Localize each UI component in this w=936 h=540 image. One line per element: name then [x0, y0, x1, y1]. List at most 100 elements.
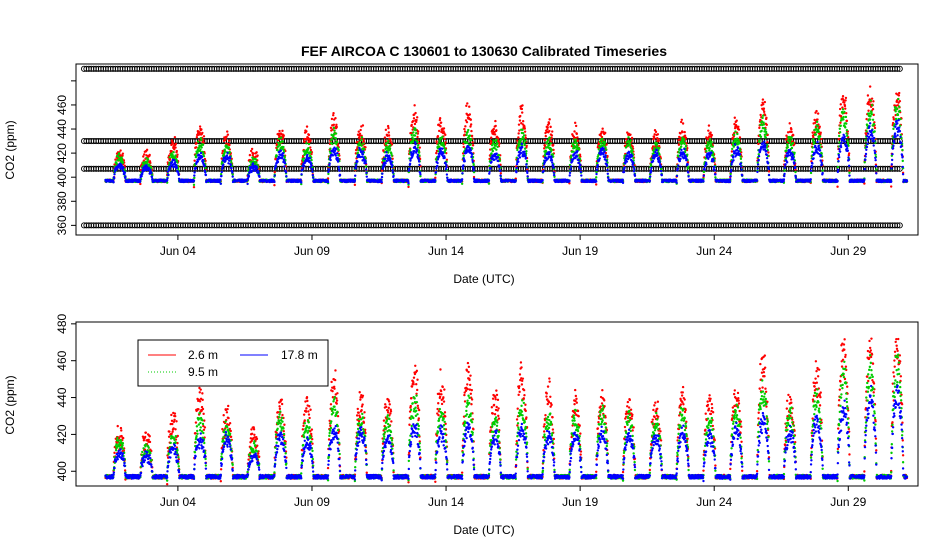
co2-point	[844, 107, 847, 110]
co2-point	[499, 172, 503, 175]
co2-point	[273, 170, 276, 174]
co2-point	[733, 116, 736, 119]
co2-point	[898, 99, 902, 103]
co2-point	[174, 154, 177, 157]
co2-point	[630, 136, 634, 140]
co2-point	[550, 134, 554, 137]
co2-point	[410, 123, 413, 127]
co2-point	[248, 153, 252, 157]
co2-point	[196, 140, 200, 143]
co2-point	[444, 148, 447, 152]
co2-point	[335, 125, 338, 129]
co2-point	[416, 144, 420, 147]
co2-point	[332, 123, 336, 126]
co2-point	[384, 139, 387, 143]
co2-point	[757, 142, 760, 146]
co2-point	[176, 161, 179, 164]
co2-point	[307, 142, 311, 146]
co2-point	[735, 119, 738, 122]
co2-point	[521, 111, 524, 114]
co2-point	[225, 135, 228, 138]
co2-point	[544, 134, 548, 138]
co2-point	[762, 110, 766, 114]
co2-point	[469, 123, 473, 126]
co2-point	[790, 130, 793, 134]
top-plot-frame	[75, 63, 919, 236]
co2-point	[843, 104, 847, 108]
co2-point	[201, 143, 205, 147]
co2-point	[142, 155, 145, 158]
co2-point	[387, 131, 390, 134]
co2-point	[330, 137, 334, 141]
co2-point	[305, 125, 309, 128]
co2-point	[465, 104, 468, 108]
co2-point	[471, 141, 474, 144]
co2-point	[415, 118, 418, 122]
co2-point	[552, 143, 555, 147]
top-panel: FEF AIRCOA C 130601 to 130630 Calibrated…	[3, 43, 919, 286]
co2-point	[171, 141, 175, 145]
co2-point	[332, 111, 335, 115]
co2-point	[335, 140, 339, 144]
co2-point	[551, 130, 554, 133]
co2-point	[362, 139, 366, 143]
co2-point	[282, 145, 285, 149]
co2-point	[845, 119, 849, 123]
co2-point	[761, 98, 765, 101]
co2-point	[357, 130, 360, 133]
co2-point	[683, 130, 686, 134]
co2-point	[460, 182, 464, 185]
co2-point	[841, 94, 845, 98]
top-data-points	[104, 85, 909, 189]
co2-point	[836, 185, 839, 188]
calibration-point	[894, 165, 901, 172]
co2-point	[282, 149, 286, 152]
co2-point	[469, 125, 472, 128]
co2-point	[193, 176, 196, 180]
co2-point	[307, 133, 311, 137]
co2-point	[523, 127, 526, 130]
co2-point	[866, 94, 870, 97]
co2-point	[521, 120, 525, 123]
co2-point	[464, 125, 467, 128]
co2-point	[413, 122, 417, 126]
co2-point	[195, 136, 199, 139]
co2-point	[435, 140, 438, 143]
co2-point	[353, 183, 357, 187]
co2-point	[277, 137, 281, 140]
co2-point	[415, 116, 419, 119]
co2-point	[573, 121, 577, 125]
co2-point	[412, 137, 415, 141]
co2-point	[820, 137, 823, 141]
co2-point	[520, 107, 524, 111]
co2-point	[192, 183, 196, 187]
co2-point	[119, 149, 122, 152]
co2-point	[415, 131, 418, 135]
co2-point	[493, 133, 497, 136]
co2-point	[576, 136, 579, 139]
co2-point	[173, 135, 177, 139]
co2-point	[417, 151, 421, 154]
co2-point	[737, 125, 740, 129]
co2-point	[656, 133, 660, 136]
co2-point	[837, 138, 841, 141]
co2-point	[490, 136, 493, 139]
co2-point	[897, 94, 901, 97]
co2-point	[444, 133, 447, 137]
co2-point	[838, 107, 842, 111]
co2-point	[890, 165, 893, 168]
co2-point	[170, 149, 173, 153]
co2-point	[410, 133, 413, 137]
co2-point	[738, 136, 742, 139]
co2-point	[839, 103, 842, 106]
co2-point	[443, 137, 446, 141]
co2-point	[279, 136, 283, 139]
co2-point	[792, 133, 795, 137]
co2-point	[278, 129, 281, 133]
co2-point	[439, 125, 442, 128]
co2-point	[195, 146, 198, 149]
co2-point	[653, 137, 656, 140]
co2-point	[388, 147, 392, 150]
co2-point	[120, 156, 123, 159]
co2-point	[437, 143, 440, 146]
